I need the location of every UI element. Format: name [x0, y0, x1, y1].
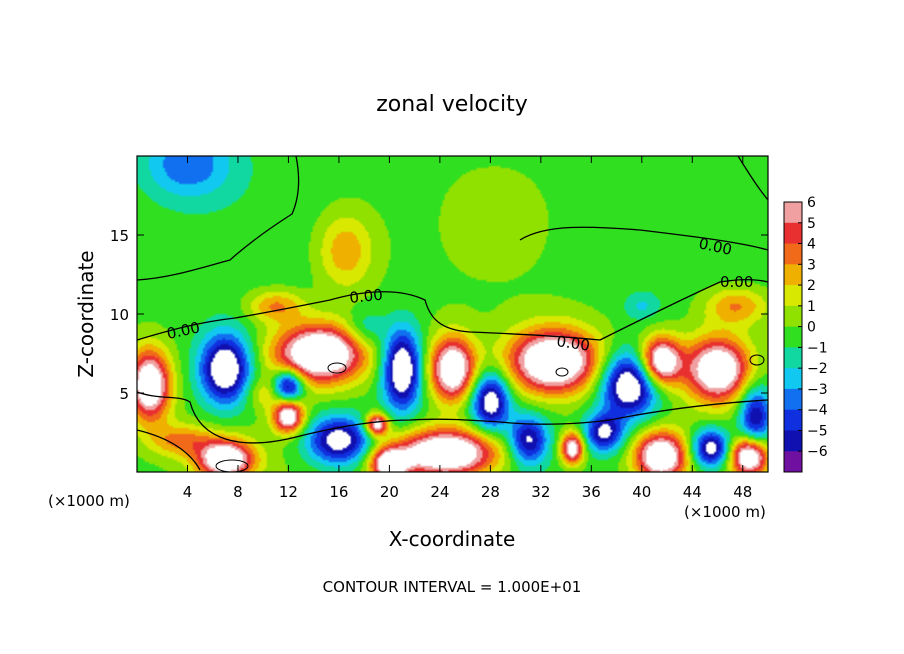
colorbar: 6 5 4 3 2 1 0 −1 −2 −3 −4 −5 −6: [783, 195, 828, 473]
colorbar-segment: [784, 347, 802, 369]
y-tick-label: 15: [110, 227, 129, 245]
colorbar-segment: [784, 285, 802, 307]
x-tick-label: 40: [632, 483, 651, 501]
colorbar-segment: [784, 222, 802, 245]
colorbar-segment: [784, 368, 802, 390]
colorbar-tick-label: −5: [807, 423, 828, 439]
x-tick-label: 44: [683, 483, 702, 501]
zero-contour-upper-right: [519, 226, 768, 251]
colorbar-tick-label: −2: [807, 361, 828, 377]
zero-contour-upper-left: [137, 156, 300, 281]
x-units-label: (×1000 m): [48, 492, 130, 510]
colorbar-segment: [784, 264, 802, 286]
colorbar-segment: [784, 409, 802, 431]
closed-contour-lines: [215, 354, 765, 472]
x-tick-label: 12: [279, 483, 298, 501]
colorbar-segment: [784, 451, 802, 473]
colorbar-segment: [784, 388, 802, 411]
colorbar-tick-label: 0: [807, 320, 816, 336]
colorbar-tick-label: 5: [807, 216, 816, 232]
colorbar-tick-label: −3: [807, 382, 828, 398]
colorbar-segment: [784, 326, 802, 348]
contour-label: 0.00: [349, 286, 384, 307]
contour-label: 0.00: [720, 273, 753, 291]
colorbar-tick-label: 1: [807, 299, 816, 315]
colorbar-tick-label: 4: [807, 237, 816, 253]
x-tick-label: 24: [430, 483, 449, 501]
x-tick-label: 8: [233, 483, 243, 501]
colorbar-frame: [783, 201, 803, 473]
x-axis-title: X-coordinate: [389, 527, 516, 551]
contour-label: 0.00: [555, 332, 591, 354]
heatmap-image: [137, 156, 768, 472]
chart-title: zonal velocity: [376, 92, 528, 117]
colorbar-tick-label: −6: [807, 444, 828, 460]
zero-contour-right-edge: [737, 156, 768, 201]
colorbar-tick-label: −1: [807, 340, 828, 356]
closed-contour-2: [555, 367, 569, 377]
colorbar-segment: [784, 430, 802, 452]
heatmap-plot-area: [137, 156, 768, 472]
zero-contour-lines: [137, 156, 768, 471]
x-axis: 4 8 12 16 20 24 28 32 36 40 44 48: [183, 156, 752, 501]
colorbar-tick-label: 3: [807, 257, 816, 273]
colorbar-segment: [784, 243, 802, 265]
colorbar-tick-label: 2: [807, 278, 816, 294]
colorbar-segment: [784, 305, 802, 328]
colorbar-tick-label: −4: [807, 403, 828, 419]
x-tick-label: 16: [329, 483, 348, 501]
y-tick-label: 5: [119, 385, 129, 403]
x-tick-label: 32: [531, 483, 550, 501]
y-tick-label: 10: [110, 306, 129, 324]
x-units-label-right: (×1000 m): [684, 503, 766, 521]
zero-contour-bottom: [137, 429, 201, 471]
colorbar-segment: [784, 202, 802, 224]
x-tick-label: 36: [582, 483, 601, 501]
zero-contour-mid: [137, 279, 768, 341]
x-tick-label: 20: [380, 483, 399, 501]
y-axis-title: Z-coordinate: [74, 250, 98, 377]
colorbar-tick-label: 6: [807, 195, 816, 211]
x-tick-label: 48: [733, 483, 752, 501]
zero-contour-lower: [137, 391, 768, 444]
closed-contour-1: [327, 362, 347, 374]
y-axis: 5 10 15: [110, 227, 768, 403]
closed-contour-4: [749, 354, 765, 366]
contour-interval-note: CONTOUR INTERVAL = 1.000E+01: [323, 578, 582, 596]
x-tick-label: 4: [183, 483, 193, 501]
closed-contour-3: [215, 459, 249, 472]
x-tick-label: 28: [481, 483, 500, 501]
